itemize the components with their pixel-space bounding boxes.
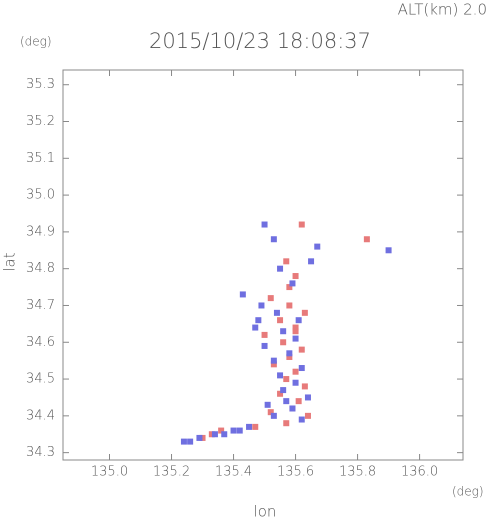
data-cell: [261, 342, 268, 349]
x-unit: (deg): [452, 485, 484, 499]
data-cell: [286, 353, 293, 360]
y-tick-label: 34.6: [26, 335, 55, 350]
data-cell: [283, 258, 290, 265]
x-tick-label: 135.8: [339, 465, 376, 480]
data-cell: [246, 423, 253, 430]
y-tick-label: 35.3: [26, 77, 55, 92]
data-cell: [304, 412, 311, 419]
data-cell: [258, 302, 265, 309]
data-cell: [304, 394, 311, 401]
data-cell: [196, 434, 203, 441]
data-cell: [270, 361, 277, 368]
data-cell: [252, 423, 259, 430]
data-cell: [264, 401, 271, 408]
data-cell: [292, 335, 299, 342]
data-cell: [280, 328, 287, 335]
chart-title: 2015/10/23 18:08:37: [149, 29, 371, 53]
y-tick-label: 34.7: [26, 298, 55, 313]
data-cell: [289, 405, 296, 412]
data-cell: [273, 309, 280, 316]
data-cell: [292, 368, 299, 375]
data-cell: [385, 247, 392, 254]
x-axis-label: lon: [254, 503, 277, 521]
y-tick-label: 35.1: [26, 151, 55, 166]
data-cell: [286, 284, 293, 291]
data-cell: [283, 376, 290, 383]
data-cell: [211, 431, 218, 438]
data-cell: [280, 387, 287, 394]
data-cell: [301, 309, 308, 316]
data-cell: [270, 236, 277, 243]
plot-frame: [62, 69, 464, 461]
data-cell: [292, 328, 299, 335]
y-axis-label: lat: [1, 252, 19, 271]
data-cell: [298, 365, 305, 372]
data-cell: [363, 236, 370, 243]
y-tick-label: 34.8: [26, 261, 55, 276]
y-unit: (deg): [20, 35, 52, 49]
y-tick-label: 34.9: [26, 224, 55, 239]
data-cell: [283, 420, 290, 427]
data-cell: [218, 427, 225, 434]
data-cell: [277, 317, 284, 324]
y-tick-label: 34.5: [26, 372, 55, 387]
data-cell: [283, 398, 290, 405]
data-cell: [277, 390, 284, 397]
data-cell: [187, 438, 194, 445]
chart-subtitle: ALT(km) 2.0: [398, 1, 487, 19]
data-cell: [280, 339, 287, 346]
x-tick-label: 136.0: [401, 465, 438, 480]
data-cell: [298, 416, 305, 423]
x-tick-label: 135.0: [91, 465, 128, 480]
x-tick-label: 135.2: [153, 465, 190, 480]
y-tick-label: 35.2: [26, 114, 55, 129]
data-cell: [255, 317, 262, 324]
data-cell: [289, 280, 296, 287]
data-cell: [292, 324, 299, 331]
data-cell: [252, 324, 259, 331]
data-cell: [261, 331, 268, 338]
data-cell: [180, 438, 187, 445]
data-cell: [308, 258, 315, 265]
data-cell: [230, 427, 237, 434]
data-cell: [277, 372, 284, 379]
y-tick-label: 35.0: [26, 188, 55, 203]
data-cell: [298, 221, 305, 228]
data-cell: [277, 265, 284, 272]
data-cell: [261, 221, 268, 228]
data-cell: [314, 243, 321, 250]
data-cell: [267, 409, 274, 416]
x-tick-label: 135.4: [215, 465, 252, 480]
data-cell: [295, 317, 302, 324]
data-cell: [270, 357, 277, 364]
data-cell: [239, 291, 246, 298]
y-tick-label: 34.4: [26, 408, 55, 423]
x-tick-label: 135.6: [277, 465, 314, 480]
data-cell: [298, 346, 305, 353]
y-tick-label: 34.3: [26, 445, 55, 460]
data-cell: [267, 295, 274, 302]
data-cell: [221, 431, 228, 438]
data-cell: [208, 431, 215, 438]
data-cell: [301, 383, 308, 390]
data-cell: [270, 412, 277, 419]
data-cell: [199, 434, 206, 441]
data-cell: [286, 350, 293, 357]
data-cell: [286, 302, 293, 309]
data-cell: [295, 398, 302, 405]
data-cell: [292, 379, 299, 386]
data-cell: [236, 427, 243, 434]
data-cell: [292, 273, 299, 280]
